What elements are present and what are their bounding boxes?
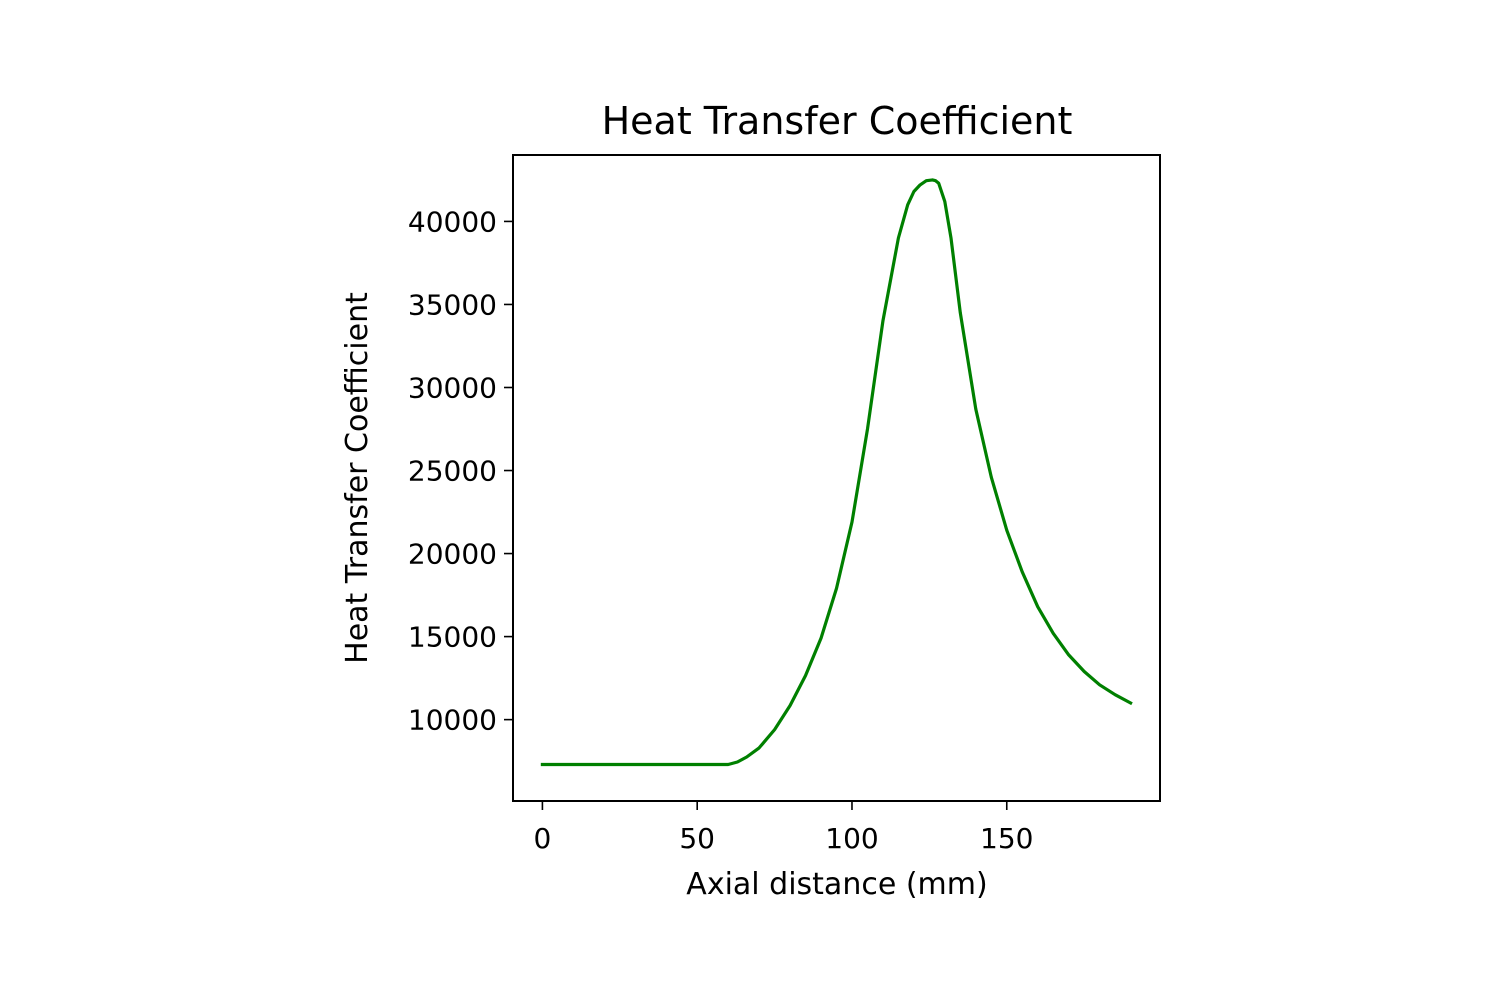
y-tick-label: 30000 bbox=[408, 371, 497, 404]
chart-title: Heat Transfer Coefficient bbox=[602, 99, 1073, 143]
x-tick-label: 0 bbox=[533, 822, 551, 855]
x-tick-label: 100 bbox=[825, 822, 878, 855]
x-tick-label: 50 bbox=[679, 822, 715, 855]
x-axis-ticks: 0 50 100 150 bbox=[533, 801, 1033, 855]
plot-area bbox=[540, 178, 1133, 767]
y-tick-label: 10000 bbox=[408, 704, 497, 737]
x-axis-label: Axial distance (mm) bbox=[686, 867, 987, 902]
y-axis-label: Heat Transfer Coefficient bbox=[340, 292, 375, 664]
plot-frame bbox=[512, 154, 1161, 802]
y-tick-label: 20000 bbox=[408, 538, 497, 571]
y-tick-label: 15000 bbox=[408, 621, 497, 654]
y-tick-label: 40000 bbox=[408, 205, 497, 238]
series-line-1 bbox=[540, 178, 1133, 767]
y-axis-ticks: 10000 15000 20000 25000 30000 35000 40000 bbox=[408, 205, 513, 737]
y-tick-label: 35000 bbox=[408, 288, 497, 321]
y-tick-label: 25000 bbox=[408, 455, 497, 488]
x-tick-label: 150 bbox=[980, 822, 1033, 855]
